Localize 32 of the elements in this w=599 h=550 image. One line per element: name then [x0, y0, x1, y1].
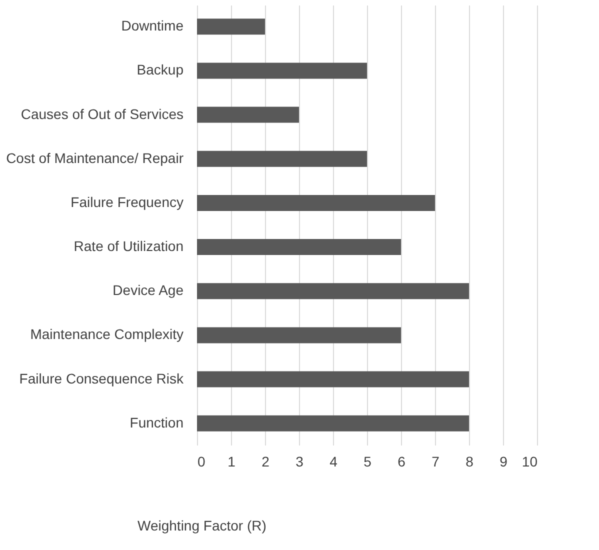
y-tick-label: Rate of Utilization — [74, 238, 184, 254]
x-tick-label: 10 — [522, 454, 538, 470]
x-tick-label: 3 — [296, 454, 304, 470]
x-tick-label: 6 — [398, 454, 406, 470]
y-tick-label: Failure Consequence Risk — [19, 370, 184, 386]
y-tick-label: Maintenance Complexity — [30, 326, 184, 342]
x-tick-label: 2 — [262, 454, 270, 470]
x-tick-label: 1 — [228, 454, 236, 470]
bar — [197, 371, 469, 388]
bar — [197, 106, 299, 123]
x-tick-label: 5 — [364, 454, 372, 470]
bar — [197, 283, 469, 300]
y-tick-label: Function — [130, 414, 184, 430]
x-tick-label: 8 — [466, 454, 474, 470]
bar — [197, 327, 401, 344]
x-tick-label: 7 — [432, 454, 440, 470]
bar — [197, 62, 367, 79]
x-axis-title: Weighting Factor (R) — [138, 518, 266, 534]
bar — [197, 415, 469, 432]
x-tick-label: 0 — [198, 454, 206, 470]
y-tick-label: Device Age — [112, 282, 184, 298]
y-tick-label: Cost of Maintenance/ Repair — [6, 150, 184, 166]
y-tick-label: Causes of Out of Services — [20, 106, 184, 122]
y-tick-label: Backup — [136, 62, 184, 78]
x-tick-label: 4 — [330, 454, 338, 470]
bar — [197, 150, 367, 167]
x-tick-label: 9 — [500, 454, 508, 470]
bar — [197, 18, 265, 35]
bar — [197, 239, 401, 256]
bar — [197, 194, 435, 211]
y-tick-label: Downtime — [121, 18, 184, 34]
y-tick-label: Failure Frequency — [70, 194, 184, 210]
